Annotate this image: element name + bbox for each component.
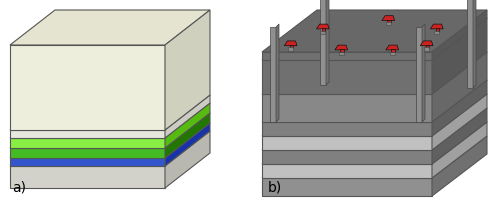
- Polygon shape: [288, 48, 293, 51]
- Polygon shape: [262, 95, 487, 136]
- Polygon shape: [386, 46, 398, 51]
- Polygon shape: [10, 138, 165, 148]
- Polygon shape: [340, 50, 344, 53]
- Polygon shape: [432, 109, 487, 164]
- Polygon shape: [388, 21, 390, 24]
- Polygon shape: [420, 42, 433, 47]
- Polygon shape: [320, 31, 325, 35]
- Polygon shape: [322, 29, 325, 32]
- Polygon shape: [276, 25, 279, 122]
- Polygon shape: [390, 52, 394, 55]
- Polygon shape: [262, 61, 432, 95]
- Polygon shape: [10, 158, 165, 166]
- Polygon shape: [320, 0, 326, 85]
- Polygon shape: [10, 130, 165, 138]
- Polygon shape: [262, 136, 432, 150]
- Polygon shape: [262, 178, 432, 196]
- Polygon shape: [165, 131, 210, 188]
- Polygon shape: [262, 11, 487, 53]
- Polygon shape: [432, 81, 487, 136]
- Polygon shape: [432, 11, 487, 61]
- Polygon shape: [326, 0, 329, 85]
- Polygon shape: [426, 46, 429, 49]
- Polygon shape: [262, 19, 487, 61]
- Polygon shape: [262, 150, 432, 164]
- Polygon shape: [262, 95, 432, 122]
- Polygon shape: [165, 103, 210, 148]
- Polygon shape: [284, 42, 297, 47]
- Polygon shape: [339, 52, 344, 55]
- Polygon shape: [290, 46, 293, 49]
- Polygon shape: [10, 148, 165, 158]
- Polygon shape: [316, 25, 329, 30]
- Polygon shape: [416, 28, 422, 122]
- Polygon shape: [10, 46, 165, 130]
- Polygon shape: [335, 46, 347, 51]
- Polygon shape: [432, 19, 487, 95]
- Text: a): a): [12, 180, 26, 194]
- Polygon shape: [467, 0, 473, 89]
- Polygon shape: [422, 25, 425, 122]
- Polygon shape: [436, 29, 439, 32]
- Polygon shape: [165, 11, 210, 130]
- Polygon shape: [432, 122, 487, 178]
- Text: b): b): [268, 180, 282, 194]
- Polygon shape: [10, 103, 210, 138]
- Polygon shape: [165, 123, 210, 166]
- Polygon shape: [10, 114, 210, 148]
- Polygon shape: [262, 81, 487, 122]
- Polygon shape: [262, 53, 487, 95]
- Polygon shape: [10, 131, 210, 166]
- Polygon shape: [382, 17, 394, 21]
- Polygon shape: [262, 122, 487, 164]
- Polygon shape: [262, 164, 432, 178]
- Polygon shape: [165, 114, 210, 158]
- Polygon shape: [432, 136, 487, 196]
- Polygon shape: [386, 23, 390, 26]
- Polygon shape: [262, 109, 487, 150]
- Polygon shape: [262, 122, 432, 136]
- Polygon shape: [10, 123, 210, 158]
- Polygon shape: [430, 25, 443, 30]
- Polygon shape: [10, 11, 210, 46]
- Polygon shape: [165, 96, 210, 138]
- Polygon shape: [270, 28, 276, 122]
- Polygon shape: [392, 50, 394, 53]
- Polygon shape: [424, 48, 429, 51]
- Polygon shape: [262, 136, 487, 178]
- Polygon shape: [434, 31, 439, 35]
- Polygon shape: [10, 166, 165, 188]
- Polygon shape: [432, 95, 487, 150]
- Polygon shape: [262, 53, 432, 61]
- Polygon shape: [10, 96, 210, 130]
- Polygon shape: [473, 0, 476, 89]
- Polygon shape: [432, 53, 487, 122]
